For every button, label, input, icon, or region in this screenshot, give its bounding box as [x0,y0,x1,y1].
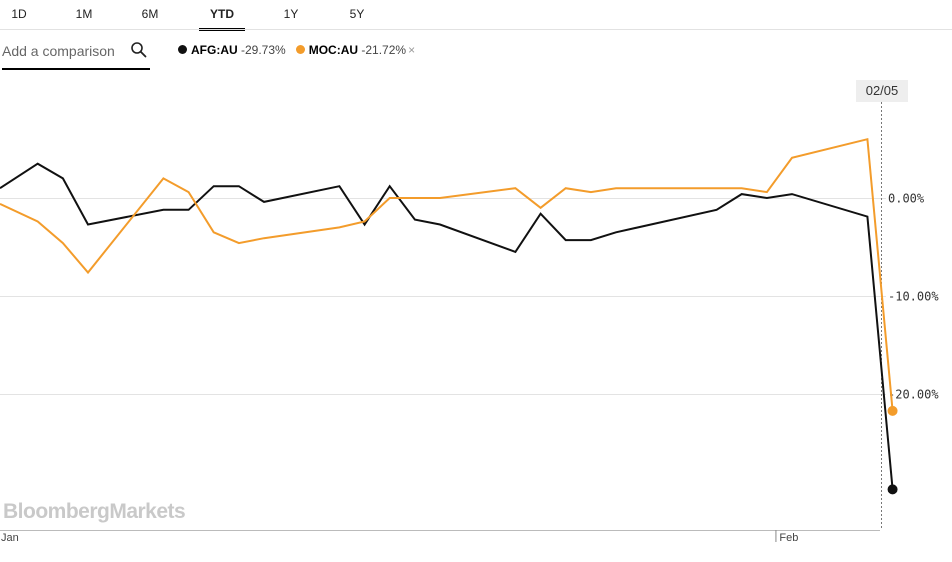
series-line-afg-au [0,162,894,490]
tabs-divider [0,29,952,30]
y-tick-label: -20.00% [888,388,939,402]
watermark-logo: BloombergMarkets [3,500,185,523]
legend: AFG:AU -29.73% MOC:AU -21.72% × [178,43,425,59]
tab-5y[interactable]: 5Y [349,7,365,21]
legend-symbol: MOC:AU [308,43,359,57]
series-end-marker [887,484,898,495]
x-tick-label: Jan [1,532,19,544]
legend-item-moc-au: MOC:AU -21.72% × [295,43,416,57]
crosshair-date-badge: 02/05 [856,80,908,102]
comparison-search [2,36,150,70]
tab-6m[interactable]: 6M [141,7,159,21]
series-line-moc-au [0,137,894,411]
legend-item-afg-au: AFG:AU -29.73% [178,43,286,57]
legend-change: -21.72% [358,43,407,57]
remove-comparison-icon[interactable]: × [408,43,416,57]
legend-dot-icon [295,45,305,54]
legend-symbol: AFG:AU [191,43,238,57]
search-icon[interactable] [130,41,148,59]
legend-change: -29.73% [237,43,286,57]
y-tick-label: -10.00% [888,290,939,304]
x-tick-label: Feb [779,532,798,544]
legend-dot-icon [178,45,187,54]
tab-1y[interactable]: 1Y [283,7,299,21]
y-tick-label: 0.00% [888,192,925,206]
tab-1m[interactable]: 1M [75,7,93,21]
series-end-marker [887,405,898,416]
tab-1d[interactable]: 1D [11,7,27,21]
search-input[interactable] [2,40,126,62]
